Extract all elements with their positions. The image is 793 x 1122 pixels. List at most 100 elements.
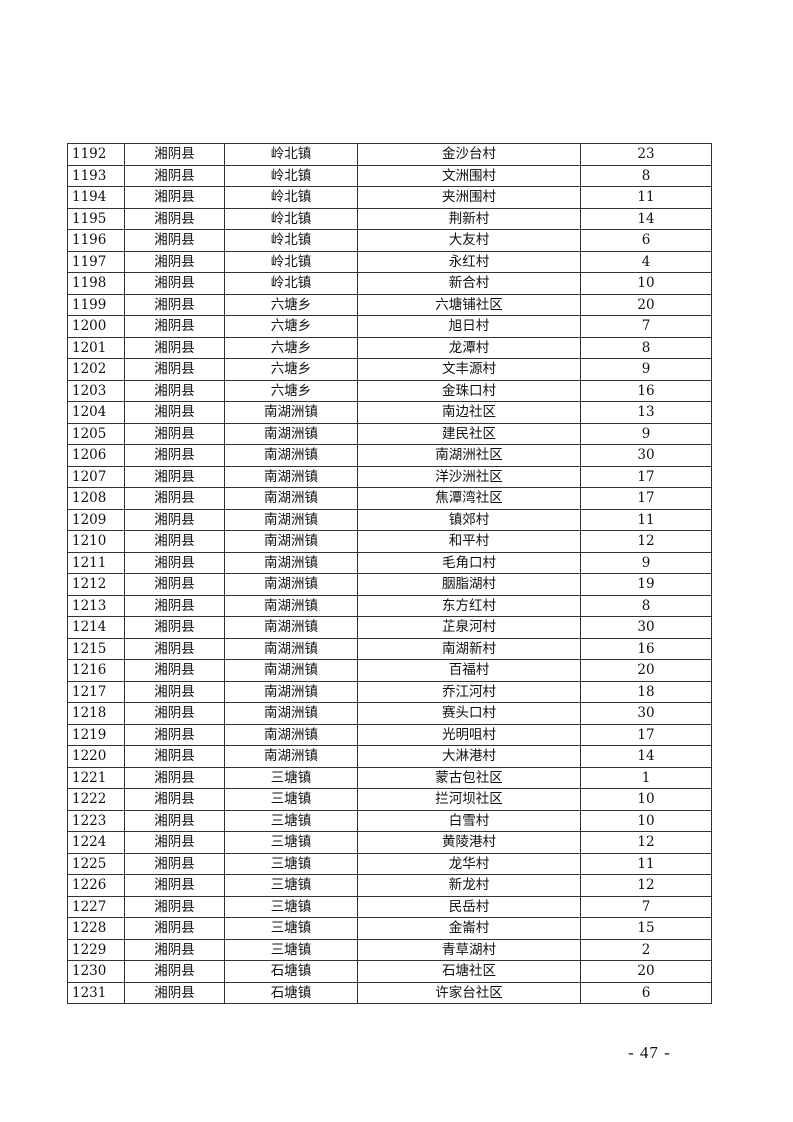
count-cell: 2 bbox=[580, 938, 712, 961]
count-cell: 11 bbox=[580, 852, 712, 875]
count-cell: 8 bbox=[580, 164, 712, 187]
village-cell: 金珠口村 bbox=[357, 379, 581, 402]
count-cell: 20 bbox=[580, 293, 712, 316]
village-cell: 南湖新村 bbox=[357, 637, 581, 660]
table-row: 1221 湘阴县 三塘镇 蒙古包社区 1 bbox=[67, 766, 712, 789]
town-cell: 南湖洲镇 bbox=[224, 444, 358, 467]
town-cell: 三塘镇 bbox=[224, 917, 358, 940]
count-cell: 30 bbox=[580, 616, 712, 639]
table-row: 1196 湘阴县 岭北镇 大友村 6 bbox=[67, 229, 712, 252]
table-row: 1205 湘阴县 南湖洲镇 建民社区 9 bbox=[67, 422, 712, 445]
table-row: 1202 湘阴县 六塘乡 文丰源村 9 bbox=[67, 358, 712, 381]
table-row: 1193 湘阴县 岭北镇 文洲围村 8 bbox=[67, 164, 712, 187]
row-index-cell: 1231 bbox=[67, 981, 125, 1004]
table-row: 1226 湘阴县 三塘镇 新龙村 12 bbox=[67, 874, 712, 897]
town-cell: 六塘乡 bbox=[224, 358, 358, 381]
row-index-cell: 1216 bbox=[67, 659, 125, 682]
table-row: 1210 湘阴县 南湖洲镇 和平村 12 bbox=[67, 530, 712, 553]
table-row: 1195 湘阴县 岭北镇 荆新村 14 bbox=[67, 207, 712, 230]
count-cell: 10 bbox=[580, 809, 712, 832]
count-cell: 8 bbox=[580, 594, 712, 617]
town-cell: 南湖洲镇 bbox=[224, 723, 358, 746]
row-index-cell: 1222 bbox=[67, 788, 125, 811]
town-cell: 石塘镇 bbox=[224, 960, 358, 983]
row-index-cell: 1207 bbox=[67, 465, 125, 488]
town-cell: 南湖洲镇 bbox=[224, 616, 358, 639]
town-cell: 六塘乡 bbox=[224, 293, 358, 316]
village-cell: 石塘社区 bbox=[357, 960, 581, 983]
count-cell: 30 bbox=[580, 444, 712, 467]
county-cell: 湘阴县 bbox=[124, 766, 225, 789]
county-cell: 湘阴县 bbox=[124, 809, 225, 832]
town-cell: 南湖洲镇 bbox=[224, 401, 358, 424]
table-row: 1192 湘阴县 岭北镇 金沙台村 23 bbox=[67, 143, 712, 166]
row-index-cell: 1198 bbox=[67, 272, 125, 295]
village-cell: 南边社区 bbox=[357, 401, 581, 424]
county-cell: 湘阴县 bbox=[124, 551, 225, 574]
town-cell: 南湖洲镇 bbox=[224, 659, 358, 682]
county-cell: 湘阴县 bbox=[124, 143, 225, 166]
town-cell: 三塘镇 bbox=[224, 895, 358, 918]
county-cell: 湘阴县 bbox=[124, 788, 225, 811]
table-row: 1199 湘阴县 六塘乡 六塘铺社区 20 bbox=[67, 293, 712, 316]
table-row: 1231 湘阴县 石塘镇 许家台社区 6 bbox=[67, 981, 712, 1004]
town-cell: 三塘镇 bbox=[224, 938, 358, 961]
row-index-cell: 1205 bbox=[67, 422, 125, 445]
village-cell: 旭日村 bbox=[357, 315, 581, 338]
row-index-cell: 1215 bbox=[67, 637, 125, 660]
count-cell: 16 bbox=[580, 637, 712, 660]
village-cell: 龙华村 bbox=[357, 852, 581, 875]
town-cell: 南湖洲镇 bbox=[224, 487, 358, 510]
count-cell: 16 bbox=[580, 379, 712, 402]
table-body: 1192 湘阴县 岭北镇 金沙台村 23 1193 湘阴县 岭北镇 文洲围村 8 1194 湘阴县 岭北… bbox=[67, 143, 712, 1004]
town-cell: 三塘镇 bbox=[224, 831, 358, 854]
village-cell: 大友村 bbox=[357, 229, 581, 252]
row-index-cell: 1212 bbox=[67, 573, 125, 596]
row-index-cell: 1197 bbox=[67, 250, 125, 273]
village-cell: 文丰源村 bbox=[357, 358, 581, 381]
village-cell: 许家台社区 bbox=[357, 981, 581, 1004]
row-index-cell: 1208 bbox=[67, 487, 125, 510]
row-index-cell: 1226 bbox=[67, 874, 125, 897]
table-row: 1209 湘阴县 南湖洲镇 镇郊村 11 bbox=[67, 508, 712, 531]
count-cell: 10 bbox=[580, 788, 712, 811]
count-cell: 7 bbox=[580, 315, 712, 338]
village-cell: 白雪村 bbox=[357, 809, 581, 832]
count-cell: 17 bbox=[580, 487, 712, 510]
row-index-cell: 1230 bbox=[67, 960, 125, 983]
table-row: 1220 湘阴县 南湖洲镇 大淋港村 14 bbox=[67, 745, 712, 768]
table-row: 1223 湘阴县 三塘镇 白雪村 10 bbox=[67, 809, 712, 832]
row-index-cell: 1200 bbox=[67, 315, 125, 338]
county-cell: 湘阴县 bbox=[124, 895, 225, 918]
county-cell: 湘阴县 bbox=[124, 207, 225, 230]
village-cell: 百福村 bbox=[357, 659, 581, 682]
town-cell: 南湖洲镇 bbox=[224, 465, 358, 488]
table-row: 1201 湘阴县 六塘乡 龙潭村 8 bbox=[67, 336, 712, 359]
town-cell: 南湖洲镇 bbox=[224, 680, 358, 703]
count-cell: 8 bbox=[580, 336, 712, 359]
county-cell: 湘阴县 bbox=[124, 164, 225, 187]
village-cell: 和平村 bbox=[357, 530, 581, 553]
count-cell: 20 bbox=[580, 659, 712, 682]
count-cell: 9 bbox=[580, 358, 712, 381]
table-row: 1203 湘阴县 六塘乡 金珠口村 16 bbox=[67, 379, 712, 402]
row-index-cell: 1225 bbox=[67, 852, 125, 875]
count-cell: 30 bbox=[580, 702, 712, 725]
row-index-cell: 1199 bbox=[67, 293, 125, 316]
village-cell: 民岳村 bbox=[357, 895, 581, 918]
count-cell: 4 bbox=[580, 250, 712, 273]
county-cell: 湘阴县 bbox=[124, 401, 225, 424]
table-row: 1229 湘阴县 三塘镇 青草湖村 2 bbox=[67, 938, 712, 961]
county-cell: 湘阴县 bbox=[124, 250, 225, 273]
village-cell: 芷泉河村 bbox=[357, 616, 581, 639]
county-cell: 湘阴县 bbox=[124, 960, 225, 983]
table-row: 1230 湘阴县 石塘镇 石塘社区 20 bbox=[67, 960, 712, 983]
county-cell: 湘阴县 bbox=[124, 422, 225, 445]
table-row: 1207 湘阴县 南湖洲镇 洋沙洲社区 17 bbox=[67, 465, 712, 488]
county-cell: 湘阴县 bbox=[124, 616, 225, 639]
village-cell: 南湖洲社区 bbox=[357, 444, 581, 467]
row-index-cell: 1217 bbox=[67, 680, 125, 703]
county-cell: 湘阴县 bbox=[124, 465, 225, 488]
village-cell: 拦河坝社区 bbox=[357, 788, 581, 811]
count-cell: 17 bbox=[580, 723, 712, 746]
